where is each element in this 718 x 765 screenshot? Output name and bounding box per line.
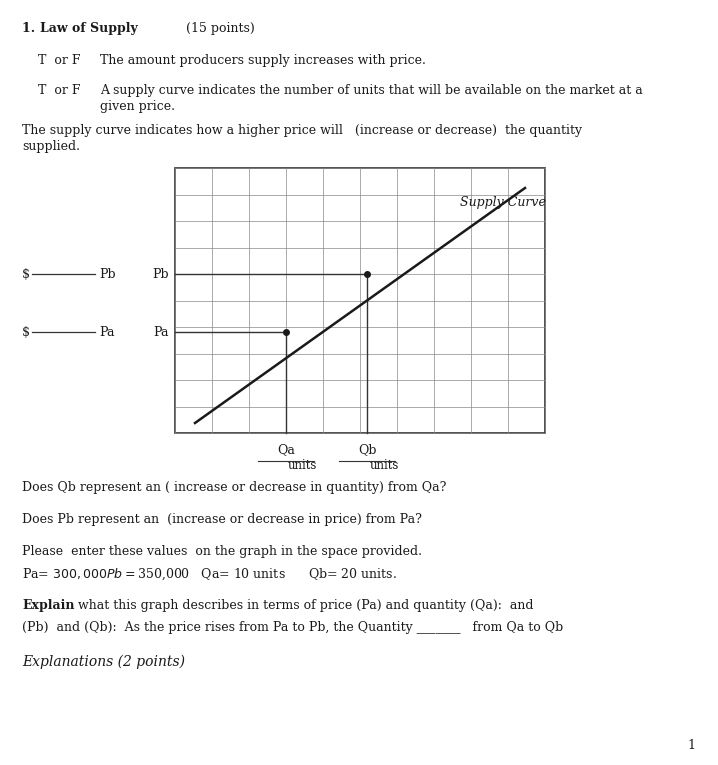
- Text: Law of Supply: Law of Supply: [40, 22, 138, 35]
- Text: T  or F: T or F: [38, 84, 80, 97]
- Text: $: $: [22, 268, 30, 281]
- Text: The amount producers supply increases with price.: The amount producers supply increases wi…: [100, 54, 426, 67]
- Bar: [175, 168, 545, 433]
- Text: (Pb)  and (Qb):  As the price rises from Pa to Pb, the Quantity _______   from Q: (Pb) and (Qb): As the price rises from P…: [22, 621, 563, 634]
- Text: T  or F: T or F: [38, 54, 80, 67]
- Text: Supply Curve: Supply Curve: [460, 196, 546, 209]
- Text: The supply curve indicates how a higher price will   (increase or decrease)  the: The supply curve indicates how a higher …: [22, 124, 582, 137]
- Text: Pb: Pb: [99, 268, 116, 281]
- Text: 1.: 1.: [22, 22, 48, 35]
- Text: what this graph describes in terms of price (Pa) and quantity (Qa):  and: what this graph describes in terms of pr…: [74, 599, 533, 612]
- Text: given price.: given price.: [100, 100, 175, 113]
- Text: units: units: [288, 459, 317, 472]
- Text: Pb: Pb: [152, 268, 169, 281]
- Text: $: $: [22, 326, 30, 339]
- Text: Explain: Explain: [22, 599, 75, 612]
- Text: Pa= $300,000   Pb=$350,000   Qa= 10 units      Qb= 20 units.: Pa= $300,000 Pb=$350,000 Qa= 10 units Qb…: [22, 567, 397, 582]
- Text: units: units: [369, 459, 398, 472]
- Text: Please  enter these values  on the graph in the space provided.: Please enter these values on the graph i…: [22, 545, 422, 558]
- Text: supplied.: supplied.: [22, 140, 80, 153]
- Text: (15 points): (15 points): [178, 22, 255, 35]
- Text: Pa: Pa: [99, 326, 114, 339]
- Text: Qb: Qb: [358, 443, 377, 456]
- Text: A supply curve indicates the number of units that will be available on the marke: A supply curve indicates the number of u…: [100, 84, 643, 97]
- Text: Pa: Pa: [154, 326, 169, 339]
- Text: Does Pb represent an  (increase or decrease in price) from Pa?: Does Pb represent an (increase or decrea…: [22, 513, 422, 526]
- Text: Explanations (2 points): Explanations (2 points): [22, 655, 185, 669]
- Text: Does Qb represent an ( increase or decrease in quantity) from Qa?: Does Qb represent an ( increase or decre…: [22, 481, 447, 494]
- Text: 1: 1: [687, 739, 695, 752]
- Text: Qa: Qa: [277, 443, 295, 456]
